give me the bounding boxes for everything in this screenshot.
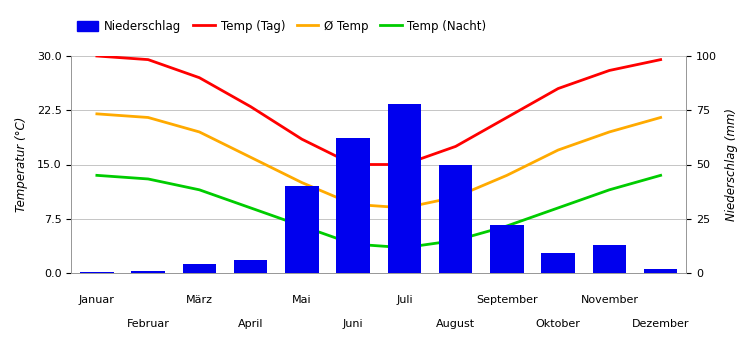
Bar [285,186,319,273]
Bar [644,269,677,273]
Text: Oktober: Oktober [536,318,580,329]
Bar [388,104,421,273]
Bar [183,264,216,273]
Text: Juni: Juni [343,318,364,329]
Bar [234,260,267,273]
Y-axis label: Temperatur (°C): Temperatur (°C) [15,117,28,212]
Text: März: März [186,295,213,305]
Text: Dezember: Dezember [632,318,689,329]
Bar [592,245,626,273]
Text: Mai: Mai [292,295,312,305]
Bar [131,271,165,273]
Text: August: August [436,318,476,329]
Bar [80,272,113,273]
Text: Januar: Januar [79,295,115,305]
Text: Februar: Februar [127,318,170,329]
Text: September: September [476,295,538,305]
Bar [439,164,472,273]
Text: April: April [238,318,263,329]
Legend: Niederschlag, Temp (Tag), Ø Temp, Temp (Nacht): Niederschlag, Temp (Tag), Ø Temp, Temp (… [77,20,487,33]
Text: November: November [580,295,638,305]
Bar [490,225,524,273]
Bar [337,139,370,273]
Bar [542,253,574,273]
Text: Juli: Juli [396,295,412,305]
Y-axis label: Niederschlag (mm): Niederschlag (mm) [725,108,738,221]
